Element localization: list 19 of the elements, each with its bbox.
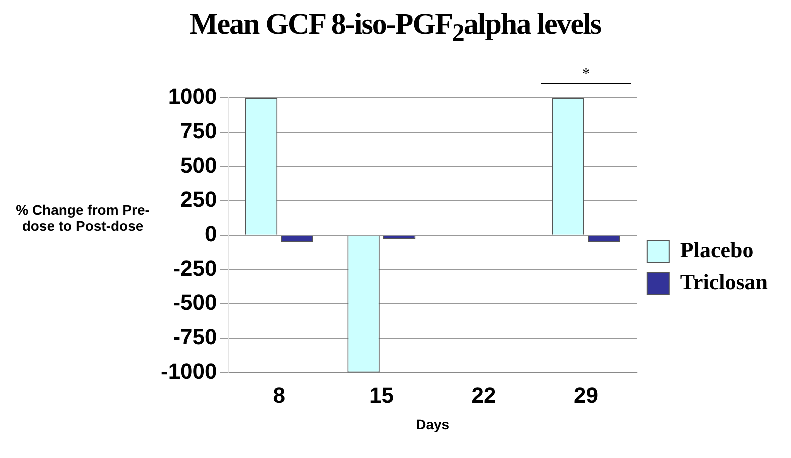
x-tick-label: 8 xyxy=(273,383,286,408)
chart-title: Mean GCF 8-iso-PGF$_{2}$alpha levels xyxy=(188,8,602,48)
y-tick-label: 500 xyxy=(180,152,218,178)
y-tick-label: -500 xyxy=(173,290,218,316)
y-tick-label: 750 xyxy=(180,118,218,144)
y-tick-label: 0 xyxy=(205,221,218,246)
y-axis-title: % Change from Pre-dose to Post-dose xyxy=(15,202,151,236)
y-tick-label: -1000 xyxy=(160,358,218,384)
x-tick-label: 29 xyxy=(574,383,599,408)
y-tick-label: 1000 xyxy=(168,84,218,110)
y-tick-label: 250 xyxy=(180,187,218,212)
y-tick-label: -750 xyxy=(173,324,218,350)
text: * xyxy=(582,66,590,84)
x-axis-title: Days xyxy=(416,416,450,432)
x-tick-label: 22 xyxy=(472,383,496,408)
legend-label: Placebo xyxy=(680,238,754,263)
legend-label: Triclosan xyxy=(680,270,768,295)
y-tick-label: -250 xyxy=(173,256,218,281)
x-tick-label: 15 xyxy=(369,383,394,408)
